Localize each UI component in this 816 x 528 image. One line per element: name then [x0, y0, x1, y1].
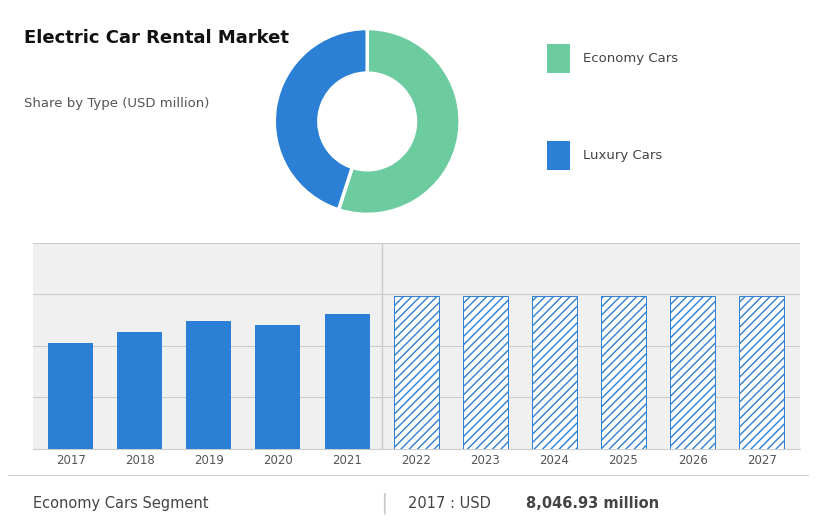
Bar [186, 322, 231, 449]
Text: Economy Cars: Economy Cars [583, 52, 679, 65]
Bar [463, 296, 508, 449]
Wedge shape [274, 29, 367, 210]
Bar [118, 332, 162, 449]
Text: 2017 : USD: 2017 : USD [408, 496, 495, 511]
Bar [547, 44, 570, 73]
Wedge shape [339, 29, 460, 214]
Bar [547, 141, 570, 170]
Bar [739, 296, 784, 449]
Bar [48, 343, 93, 449]
Text: Economy Cars Segment: Economy Cars Segment [33, 496, 208, 511]
Bar [601, 296, 646, 449]
Text: Electric Car Rental Market: Electric Car Rental Market [24, 29, 290, 47]
Bar [325, 314, 370, 449]
Text: Share by Type (USD million): Share by Type (USD million) [24, 97, 210, 110]
Text: 8,046.93 million: 8,046.93 million [526, 496, 659, 511]
Bar [670, 296, 715, 449]
Bar [255, 325, 300, 449]
Bar [393, 296, 439, 449]
Bar [532, 296, 577, 449]
Text: |: | [379, 493, 388, 514]
Text: Luxury Cars: Luxury Cars [583, 149, 663, 162]
